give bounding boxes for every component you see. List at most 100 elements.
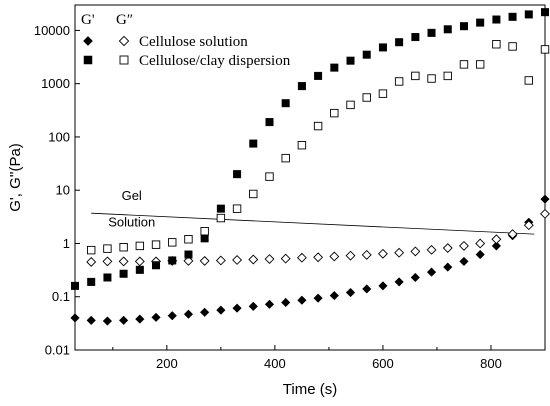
data-point — [476, 18, 485, 27]
annotation-solution: Solution — [108, 214, 155, 229]
data-point — [168, 238, 177, 247]
data-point — [475, 60, 485, 69]
data-point — [378, 89, 388, 98]
data-point — [411, 71, 420, 81]
legend-layer: G' G″ Cellulose solution Cellulose/clay dis… — [81, 12, 291, 69]
data-point — [442, 243, 453, 254]
data-point — [199, 255, 210, 266]
data-point — [346, 100, 355, 110]
data-point — [264, 254, 275, 264]
data-point — [330, 108, 339, 118]
data-point — [313, 252, 324, 263]
y-tick-label: 0.1 — [52, 289, 70, 304]
data-point — [508, 42, 517, 51]
data-point — [86, 256, 97, 267]
data-point — [183, 309, 194, 319]
data-point — [264, 299, 275, 310]
data-point — [232, 204, 242, 213]
data-point — [135, 265, 144, 274]
data-point — [329, 290, 339, 301]
legend-marker-loss — [119, 55, 129, 65]
data-point — [215, 255, 226, 266]
data-point — [184, 250, 193, 259]
data-point — [167, 311, 177, 321]
data-point — [426, 267, 437, 277]
y-tick-label: 10 — [56, 183, 70, 198]
data-point — [394, 77, 404, 86]
x-axis-title: Time (s) — [283, 381, 337, 398]
data-point — [508, 12, 517, 21]
data-point — [199, 307, 210, 317]
x-tick-label: 400 — [264, 356, 286, 371]
data-point — [426, 244, 437, 255]
data-point — [281, 153, 290, 163]
data-point — [475, 249, 485, 260]
data-point — [118, 256, 129, 267]
legend-marker-storage — [83, 36, 93, 46]
data-point — [248, 301, 258, 312]
data-point — [281, 297, 291, 308]
data-point — [216, 213, 226, 223]
data-point — [313, 293, 323, 303]
annotation-gel: Gel — [122, 188, 142, 203]
data-point — [345, 287, 356, 298]
data-point — [103, 273, 112, 282]
data-point — [540, 45, 550, 54]
data-point — [233, 170, 242, 179]
data-point — [540, 194, 550, 204]
data-point — [394, 247, 405, 258]
data-point — [152, 261, 161, 270]
data-point — [216, 305, 226, 315]
data-point — [249, 139, 258, 148]
data-point — [492, 40, 501, 49]
gel-solution-divider-line — [91, 212, 535, 235]
series-1 — [86, 208, 550, 267]
x-tick-label: 600 — [372, 356, 394, 371]
data-point — [443, 262, 453, 272]
series-0 — [70, 194, 550, 326]
data-point — [313, 121, 323, 131]
data-point — [119, 243, 128, 252]
data-point — [119, 269, 128, 278]
data-point — [540, 208, 550, 219]
data-point — [314, 71, 323, 80]
data-point — [183, 255, 194, 266]
x-tick-label: 800 — [480, 356, 502, 371]
series-2 — [71, 8, 549, 290]
data-point — [378, 281, 388, 291]
data-point — [86, 315, 96, 326]
y-tick-label: 100 — [48, 129, 70, 144]
data-point — [410, 272, 421, 283]
data-point — [330, 63, 339, 72]
data-point — [411, 33, 420, 42]
data-point — [168, 256, 177, 265]
legend-header-loss: G″ — [116, 12, 133, 28]
data-point — [362, 93, 371, 102]
data-point — [443, 71, 452, 81]
data-point — [361, 249, 372, 260]
data-point — [346, 56, 355, 65]
data-point — [492, 15, 501, 24]
data-point — [394, 277, 404, 287]
data-point — [427, 74, 436, 83]
legend-label: Cellulose/clay dispersion — [139, 53, 291, 69]
data-point — [345, 250, 356, 261]
data-point — [507, 229, 518, 240]
data-point — [378, 43, 387, 52]
data-point — [524, 76, 533, 85]
data-point — [87, 245, 96, 255]
data-point — [248, 254, 259, 265]
data-point — [135, 314, 145, 324]
y-axis-title: G', G''(Pa) — [7, 143, 24, 212]
y-tick-label: 1000 — [41, 76, 70, 91]
data-point — [151, 240, 161, 249]
legend-marker-storage — [83, 55, 93, 65]
plot-frame — [74, 4, 546, 351]
data-point — [249, 189, 258, 199]
legend-header-storage: G' — [81, 12, 95, 28]
plot-border — [74, 4, 546, 351]
data-point — [280, 253, 291, 264]
data-point — [118, 315, 129, 326]
data-point — [459, 60, 469, 69]
